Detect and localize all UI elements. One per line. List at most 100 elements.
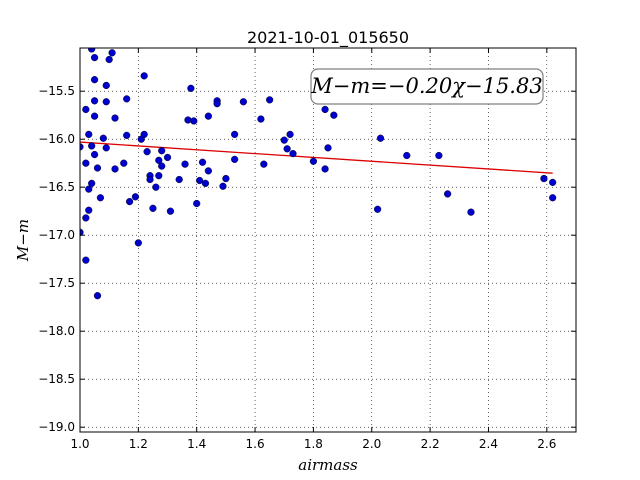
data-point [201,179,210,187]
x-tick-label: 1.8 [304,437,323,451]
chart-title: 2021-10-01_015650 [247,28,409,48]
data-point [155,156,163,164]
data-point [105,55,113,64]
data-point [222,174,230,183]
data-point [88,142,96,150]
data-point [190,117,198,125]
y-tick-label: −17.5 [38,276,75,290]
data-point [549,178,557,187]
data-point [187,84,195,92]
annotation-text: M−m=−0.20χ−15.83 [310,74,542,98]
data-point [231,155,239,163]
data-point [93,164,102,172]
plot-frame [79,47,577,433]
data-point [324,144,332,152]
data-point [82,214,90,222]
data-point [82,105,90,114]
data-point [90,97,99,105]
data-point [286,130,294,139]
data-point [239,98,247,106]
data-point [376,134,385,142]
data-point [257,115,265,123]
y-axis-label: M−m [14,219,32,262]
ticks-layer: 1.0 1.2 1.4 1.6 1.8 2.0 2.2 2.4 2.6 −15.5 −16.0 −16… [38,48,576,451]
data-point [82,159,90,167]
data-point [146,175,154,184]
data-point [120,159,128,167]
data-point [444,190,452,198]
data-point [266,96,274,104]
data-point [140,130,148,139]
data-point [196,176,204,185]
y-tick-label: −17.0 [38,228,75,242]
data-point [126,198,134,206]
data-point [85,130,93,139]
data-point [108,49,116,57]
data-point [102,144,110,152]
data-point [140,72,148,80]
data-point [204,112,212,120]
data-point [231,130,239,139]
data-point [204,167,212,175]
x-tick-label: 2.6 [537,437,556,451]
data-point [155,172,163,180]
data-point [99,134,107,142]
data-point [260,160,268,168]
data-point [280,136,288,144]
data-point [181,160,189,168]
data-point [88,179,96,187]
x-tick-label: 1.2 [129,437,148,451]
data-point [90,150,99,159]
data-point [93,292,102,300]
y-tick-label: −16.5 [38,180,75,194]
data-point [219,182,227,190]
data-point [90,112,99,120]
data-point [321,165,329,173]
data-point [102,81,110,90]
data-point [330,111,338,119]
fit-layer [79,141,553,174]
points-layer [80,48,557,300]
data-point [111,114,119,122]
y-tick-label: −18.5 [38,372,75,386]
data-point [309,157,318,165]
data-point [82,256,90,264]
data-point [149,204,157,212]
data-point [131,193,140,201]
data-point [111,165,119,173]
data-point [123,131,131,139]
data-point [403,151,411,160]
x-tick-label: 1.4 [187,437,206,451]
data-point [80,143,84,151]
data-point [90,53,99,62]
data-point [198,158,207,166]
data-point [289,150,297,158]
y-tick-label: −18.0 [38,324,75,338]
data-point [467,208,475,216]
data-point [549,194,557,202]
y-tick-label: −16.0 [38,132,75,146]
data-point [158,147,166,155]
data-point [374,205,382,213]
data-point [90,76,99,84]
x-tick-label: 2.0 [362,437,381,451]
data-point [193,199,201,208]
data-point [96,194,105,202]
grid-layer [79,48,576,432]
data-point [152,183,160,191]
data-point [143,148,151,156]
data-point [163,153,172,162]
fit-equation-annotation: M−m=−0.20χ−15.83 [310,68,544,105]
x-axis-label: airmass [298,456,358,474]
data-point [435,151,443,160]
fit-line [79,141,553,174]
annotation-box [310,68,544,105]
data-point [213,100,221,108]
data-point [540,174,548,183]
data-point [321,105,329,114]
x-tick-label: 1.0 [70,437,89,451]
x-tick-label: 2.4 [479,437,498,451]
data-point [123,95,131,103]
y-tick-label: −19.0 [38,420,75,434]
